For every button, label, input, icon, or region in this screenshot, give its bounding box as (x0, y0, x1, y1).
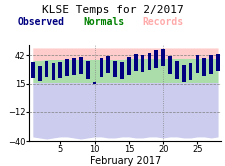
Bar (126, 57, 130, 75)
Bar (99, 58, 103, 77)
Bar (51, 63, 55, 80)
Bar (167, 56, 171, 74)
Bar (86, 61, 89, 79)
Bar (174, 61, 178, 79)
Bar (181, 65, 185, 83)
Text: Normals: Normals (83, 17, 124, 27)
X-axis label: February 2017: February 2017 (89, 156, 160, 166)
Bar (106, 56, 110, 73)
Bar (31, 62, 35, 78)
Bar (202, 58, 205, 76)
Bar (38, 66, 41, 82)
Bar (195, 55, 198, 73)
Text: Records: Records (142, 17, 182, 27)
Text: KLSE Temps for 2/2017: KLSE Temps for 2/2017 (42, 5, 183, 15)
Bar (119, 62, 123, 79)
Text: Observed: Observed (17, 17, 64, 27)
Bar (208, 55, 212, 74)
Bar (161, 49, 164, 66)
Bar (154, 50, 158, 68)
Bar (45, 61, 48, 77)
Bar (65, 59, 69, 76)
Bar (147, 53, 151, 70)
Bar (72, 58, 76, 75)
Bar (188, 63, 192, 80)
Bar (113, 61, 117, 77)
Bar (215, 54, 219, 71)
Bar (140, 55, 144, 72)
Bar (58, 62, 62, 78)
Bar (79, 57, 82, 74)
Bar (133, 54, 137, 71)
